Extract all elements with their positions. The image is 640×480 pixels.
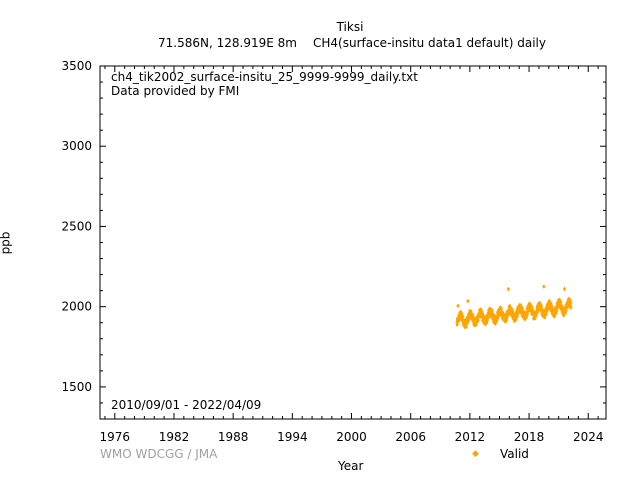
y-tick-label: 2500	[61, 219, 92, 233]
valid-point	[464, 325, 468, 330]
x-tick-label: 2012	[455, 430, 486, 444]
valid-point	[563, 287, 567, 292]
legend-valid-label: Valid	[500, 447, 529, 461]
valid-point	[559, 300, 563, 305]
y-tick-label: 1500	[61, 380, 92, 394]
valid-point	[456, 303, 460, 308]
data-file-name: ch4_tik2002_surface-insitu_25_9999-9999_…	[111, 70, 418, 84]
valid-point	[476, 317, 480, 322]
valid-point	[555, 307, 559, 312]
x-tick-label: 2024	[573, 430, 604, 444]
x-axis-label: Year	[338, 459, 364, 473]
valid-point	[466, 299, 470, 304]
valid-point	[506, 287, 510, 292]
valid-point	[490, 309, 494, 314]
plot-frame	[99, 65, 607, 420]
x-tick-label: 1988	[218, 430, 249, 444]
valid-point	[542, 284, 546, 289]
y-tick-label: 3000	[61, 139, 92, 153]
y-axis: 1500 2000 2500 3000 3500	[61, 59, 606, 404]
chart-subtitle-series: CH4(surface-insitu data1 default) daily	[313, 36, 546, 50]
x-tick-label: 2006	[395, 430, 426, 444]
x-tick-label: 2018	[514, 430, 545, 444]
valid-point	[569, 300, 573, 305]
x-tick-label: 1994	[277, 430, 308, 444]
valid-point	[515, 314, 519, 319]
y-tick-label: 2000	[61, 300, 92, 314]
valid-point	[461, 314, 465, 319]
x-tick-label: 1982	[159, 430, 190, 444]
valid-point	[569, 305, 573, 310]
chart-subtitle-coords: 71.586N, 128.919E 8m	[158, 36, 297, 50]
valid-point	[539, 303, 543, 308]
wdcgg-watermark: WMO WDCGG / JMA	[100, 447, 218, 461]
data-provider: Data provided by FMI	[111, 84, 240, 98]
valid-point	[526, 311, 530, 316]
y-tick-label: 3500	[61, 59, 92, 73]
valid-point	[545, 311, 549, 316]
valid-data-points	[455, 284, 573, 330]
legend-valid-marker: ◆	[472, 449, 479, 459]
x-tick-label: 2000	[336, 430, 367, 444]
valid-point	[499, 306, 503, 311]
data-date-range: 2010/09/01 - 2022/04/09	[111, 398, 262, 412]
valid-point	[509, 310, 513, 315]
chart-title: Tiksi	[336, 20, 364, 34]
x-axis: 1976 1982 1988 1994 2000 2006 2012 2018 2024	[100, 66, 604, 444]
valid-point	[455, 322, 459, 327]
x-tick-label: 1976	[100, 430, 131, 444]
valid-point	[550, 304, 554, 309]
valid-point	[504, 318, 508, 323]
